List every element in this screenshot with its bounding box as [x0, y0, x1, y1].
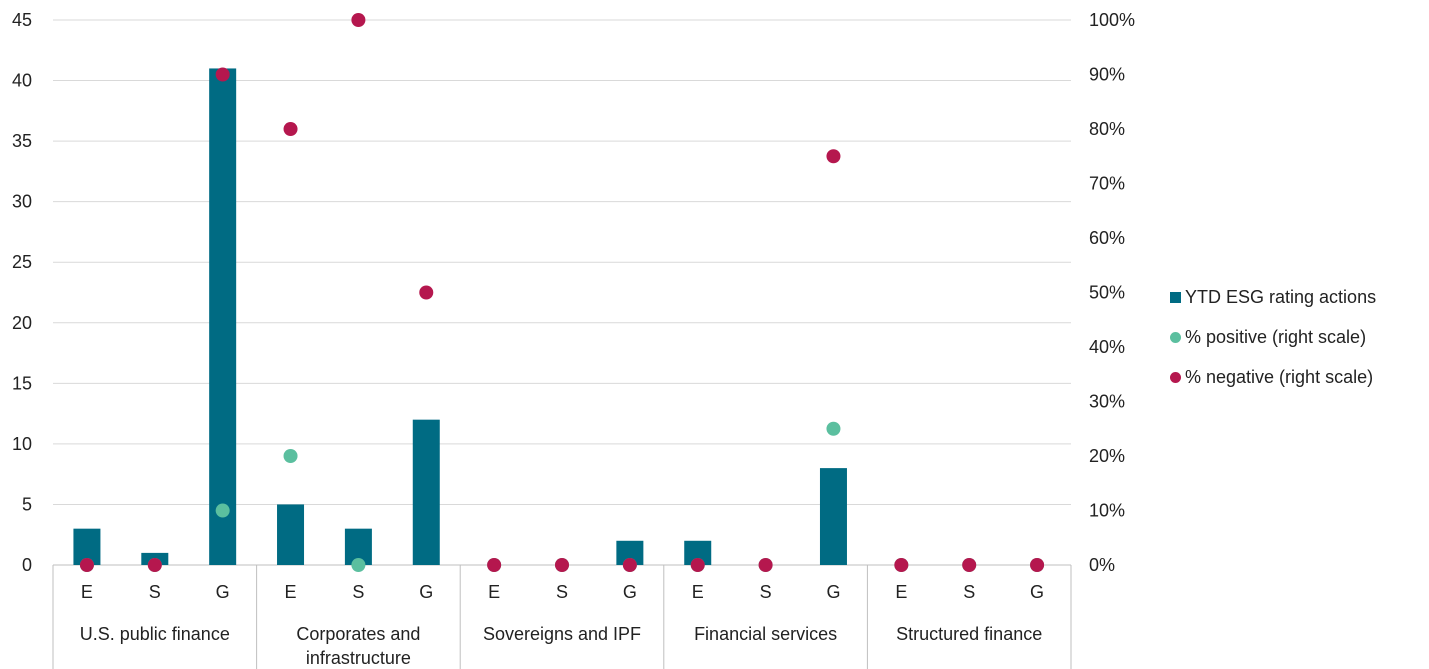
positive-point: [351, 558, 366, 572]
y-right-tick-label: 50%: [1089, 283, 1125, 303]
bar: [819, 468, 847, 565]
x-group-label: Sovereigns and IPF: [483, 624, 641, 644]
axes: [52, 564, 1072, 669]
y-left-tick-label: 20: [12, 313, 32, 333]
legend-label-negative: % negative (right scale): [1185, 366, 1374, 387]
x-subcategory-label: G: [216, 582, 230, 602]
y-right-tick-label: 100%: [1089, 10, 1135, 30]
negative-point: [351, 13, 366, 27]
axis-labels: 0 5 10 15 20 25 30 35 40 45 0% 10% 20% 30% 40% 50% 60% 70…: [12, 10, 1135, 668]
y-right-tick-label: 80%: [1089, 119, 1125, 139]
legend-label-rating-actions: YTD ESG rating actions: [1185, 286, 1377, 307]
negative-point: [962, 558, 977, 572]
x-group-label: U.S. public finance: [80, 624, 230, 644]
negative-point: [487, 558, 502, 572]
y-right-tick-label: 0%: [1089, 555, 1115, 575]
negative-point: [283, 122, 298, 136]
gridlines: [53, 19, 1071, 505]
negative-point: [690, 558, 705, 572]
legend-label-positive: % positive (right scale): [1185, 326, 1367, 347]
negative-point: [894, 558, 909, 572]
negative-point: [1030, 558, 1045, 572]
bar: [209, 68, 237, 565]
positive-point: [283, 449, 298, 463]
negative-point: [758, 558, 773, 572]
x-group-label: Financial services: [694, 624, 837, 644]
bar: [277, 504, 305, 565]
x-subcategory-label: E: [285, 582, 297, 602]
scatter-series: [79, 13, 1045, 572]
x-subcategory-label: E: [488, 582, 500, 602]
y-left-tick-label: 45: [12, 10, 32, 30]
y-left-tick-label: 35: [12, 131, 32, 151]
x-subcategory-label: S: [149, 582, 161, 602]
y-right-tick-label: 70%: [1089, 174, 1125, 194]
positive-point: [826, 421, 841, 436]
x-subcategory-label: G: [1030, 582, 1044, 602]
y-left-tick-label: 5: [22, 494, 32, 514]
y-right-tick-label: 60%: [1089, 228, 1125, 248]
negative-point: [215, 67, 230, 82]
negative-point: [622, 558, 637, 572]
legend: YTD ESG rating actions % positive (right…: [1170, 286, 1376, 406]
negative-point: [419, 285, 434, 300]
x-subcategory-label: G: [623, 582, 637, 602]
y-left-tick-label: 40: [12, 71, 32, 91]
bar: [412, 419, 440, 565]
legend-item-positive: % positive (right scale): [1170, 326, 1376, 348]
y-right-tick-label: 20%: [1089, 446, 1125, 466]
positive-point: [215, 503, 230, 518]
legend-item-negative: % negative (right scale): [1170, 366, 1376, 388]
legend-item-rating-actions: YTD ESG rating actions: [1170, 286, 1376, 308]
x-subcategory-label: E: [81, 582, 93, 602]
y-right-tick-label: 10%: [1089, 501, 1125, 521]
y-left-tick-label: 30: [12, 192, 32, 212]
negative-point: [79, 558, 94, 572]
y-left-tick-label: 25: [12, 252, 32, 272]
x-subcategory-label: S: [760, 582, 772, 602]
negative-point: [826, 149, 841, 164]
bar-series: [73, 68, 847, 565]
x-group-label: Structured finance: [896, 624, 1042, 644]
x-subcategory-label: S: [556, 582, 568, 602]
y-left-tick-label: 10: [12, 434, 32, 454]
x-subcategory-label: G: [419, 582, 433, 602]
y-right-tick-label: 90%: [1089, 65, 1125, 85]
x-group-label: Corporates and: [296, 624, 420, 644]
negative-point: [147, 558, 162, 572]
legend-swatch-negative: [1170, 371, 1181, 383]
x-group-label: infrastructure: [306, 648, 411, 668]
legend-swatch-rating-actions: [1170, 291, 1181, 303]
y-left-tick-label: 0: [22, 555, 32, 575]
y-right-tick-label: 40%: [1089, 337, 1125, 357]
x-subcategory-label: S: [963, 582, 975, 602]
x-subcategory-label: E: [692, 582, 704, 602]
y-left-tick-label: 15: [12, 373, 32, 393]
x-subcategory-label: E: [895, 582, 907, 602]
y-right-tick-label: 30%: [1089, 392, 1125, 412]
legend-swatch-positive: [1170, 331, 1181, 343]
x-subcategory-label: G: [826, 582, 840, 602]
negative-point: [555, 558, 569, 572]
x-subcategory-label: S: [352, 582, 364, 602]
